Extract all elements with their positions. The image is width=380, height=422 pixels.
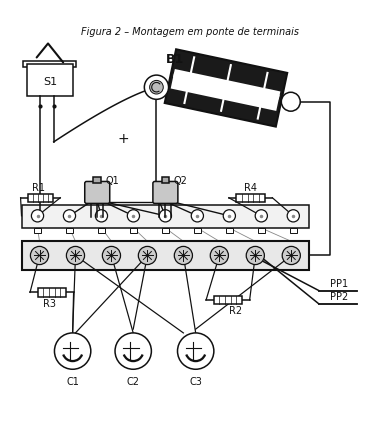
Circle shape bbox=[255, 210, 268, 222]
Bar bbox=[162, 228, 169, 233]
Bar bbox=[214, 296, 242, 304]
Text: Q1: Q1 bbox=[106, 176, 119, 186]
Bar bbox=[236, 194, 265, 202]
Bar bbox=[24, 61, 76, 68]
Circle shape bbox=[223, 210, 236, 222]
Text: R1: R1 bbox=[32, 183, 45, 193]
Bar bbox=[258, 228, 264, 233]
Bar bbox=[194, 228, 201, 233]
Circle shape bbox=[150, 81, 163, 94]
Circle shape bbox=[138, 246, 157, 265]
Circle shape bbox=[63, 210, 76, 222]
Text: R3: R3 bbox=[43, 299, 56, 309]
Circle shape bbox=[95, 210, 108, 222]
Text: S1: S1 bbox=[43, 77, 57, 87]
Text: B1: B1 bbox=[165, 53, 184, 66]
Bar bbox=[22, 241, 309, 270]
Polygon shape bbox=[165, 49, 287, 127]
Circle shape bbox=[174, 246, 192, 265]
Circle shape bbox=[159, 210, 171, 222]
Text: C3: C3 bbox=[189, 377, 202, 387]
Circle shape bbox=[127, 210, 139, 222]
FancyBboxPatch shape bbox=[85, 181, 110, 203]
Polygon shape bbox=[171, 73, 280, 111]
FancyBboxPatch shape bbox=[153, 181, 178, 203]
Circle shape bbox=[281, 92, 300, 111]
Circle shape bbox=[210, 246, 228, 265]
Bar bbox=[93, 176, 101, 184]
Bar bbox=[38, 288, 66, 297]
Circle shape bbox=[30, 246, 49, 265]
Text: Figura 2 – Montagem em ponte de terminais: Figura 2 – Montagem em ponte de terminai… bbox=[81, 27, 299, 38]
Circle shape bbox=[32, 210, 44, 222]
Circle shape bbox=[282, 246, 300, 265]
Bar bbox=[290, 228, 296, 233]
Circle shape bbox=[177, 333, 214, 369]
Circle shape bbox=[246, 246, 264, 265]
Bar bbox=[22, 205, 309, 228]
Text: R2: R2 bbox=[229, 306, 242, 316]
Text: Q2: Q2 bbox=[174, 176, 188, 186]
Text: C2: C2 bbox=[127, 377, 140, 387]
Text: C1: C1 bbox=[66, 377, 79, 387]
Polygon shape bbox=[173, 69, 280, 100]
Circle shape bbox=[102, 246, 120, 265]
Circle shape bbox=[115, 333, 151, 369]
Bar bbox=[226, 228, 233, 233]
Bar bbox=[66, 228, 73, 233]
Bar bbox=[130, 228, 137, 233]
Bar bbox=[34, 228, 41, 233]
Text: R4: R4 bbox=[244, 183, 257, 193]
Circle shape bbox=[144, 75, 169, 99]
Bar bbox=[162, 176, 169, 184]
Circle shape bbox=[287, 210, 299, 222]
Text: PP2: PP2 bbox=[330, 292, 348, 302]
Text: +: + bbox=[118, 132, 130, 146]
Circle shape bbox=[66, 246, 85, 265]
Text: PP1: PP1 bbox=[330, 279, 348, 289]
Circle shape bbox=[191, 210, 203, 222]
Bar bbox=[98, 228, 105, 233]
Bar bbox=[28, 194, 53, 202]
Bar bbox=[27, 64, 73, 97]
Circle shape bbox=[54, 333, 91, 369]
